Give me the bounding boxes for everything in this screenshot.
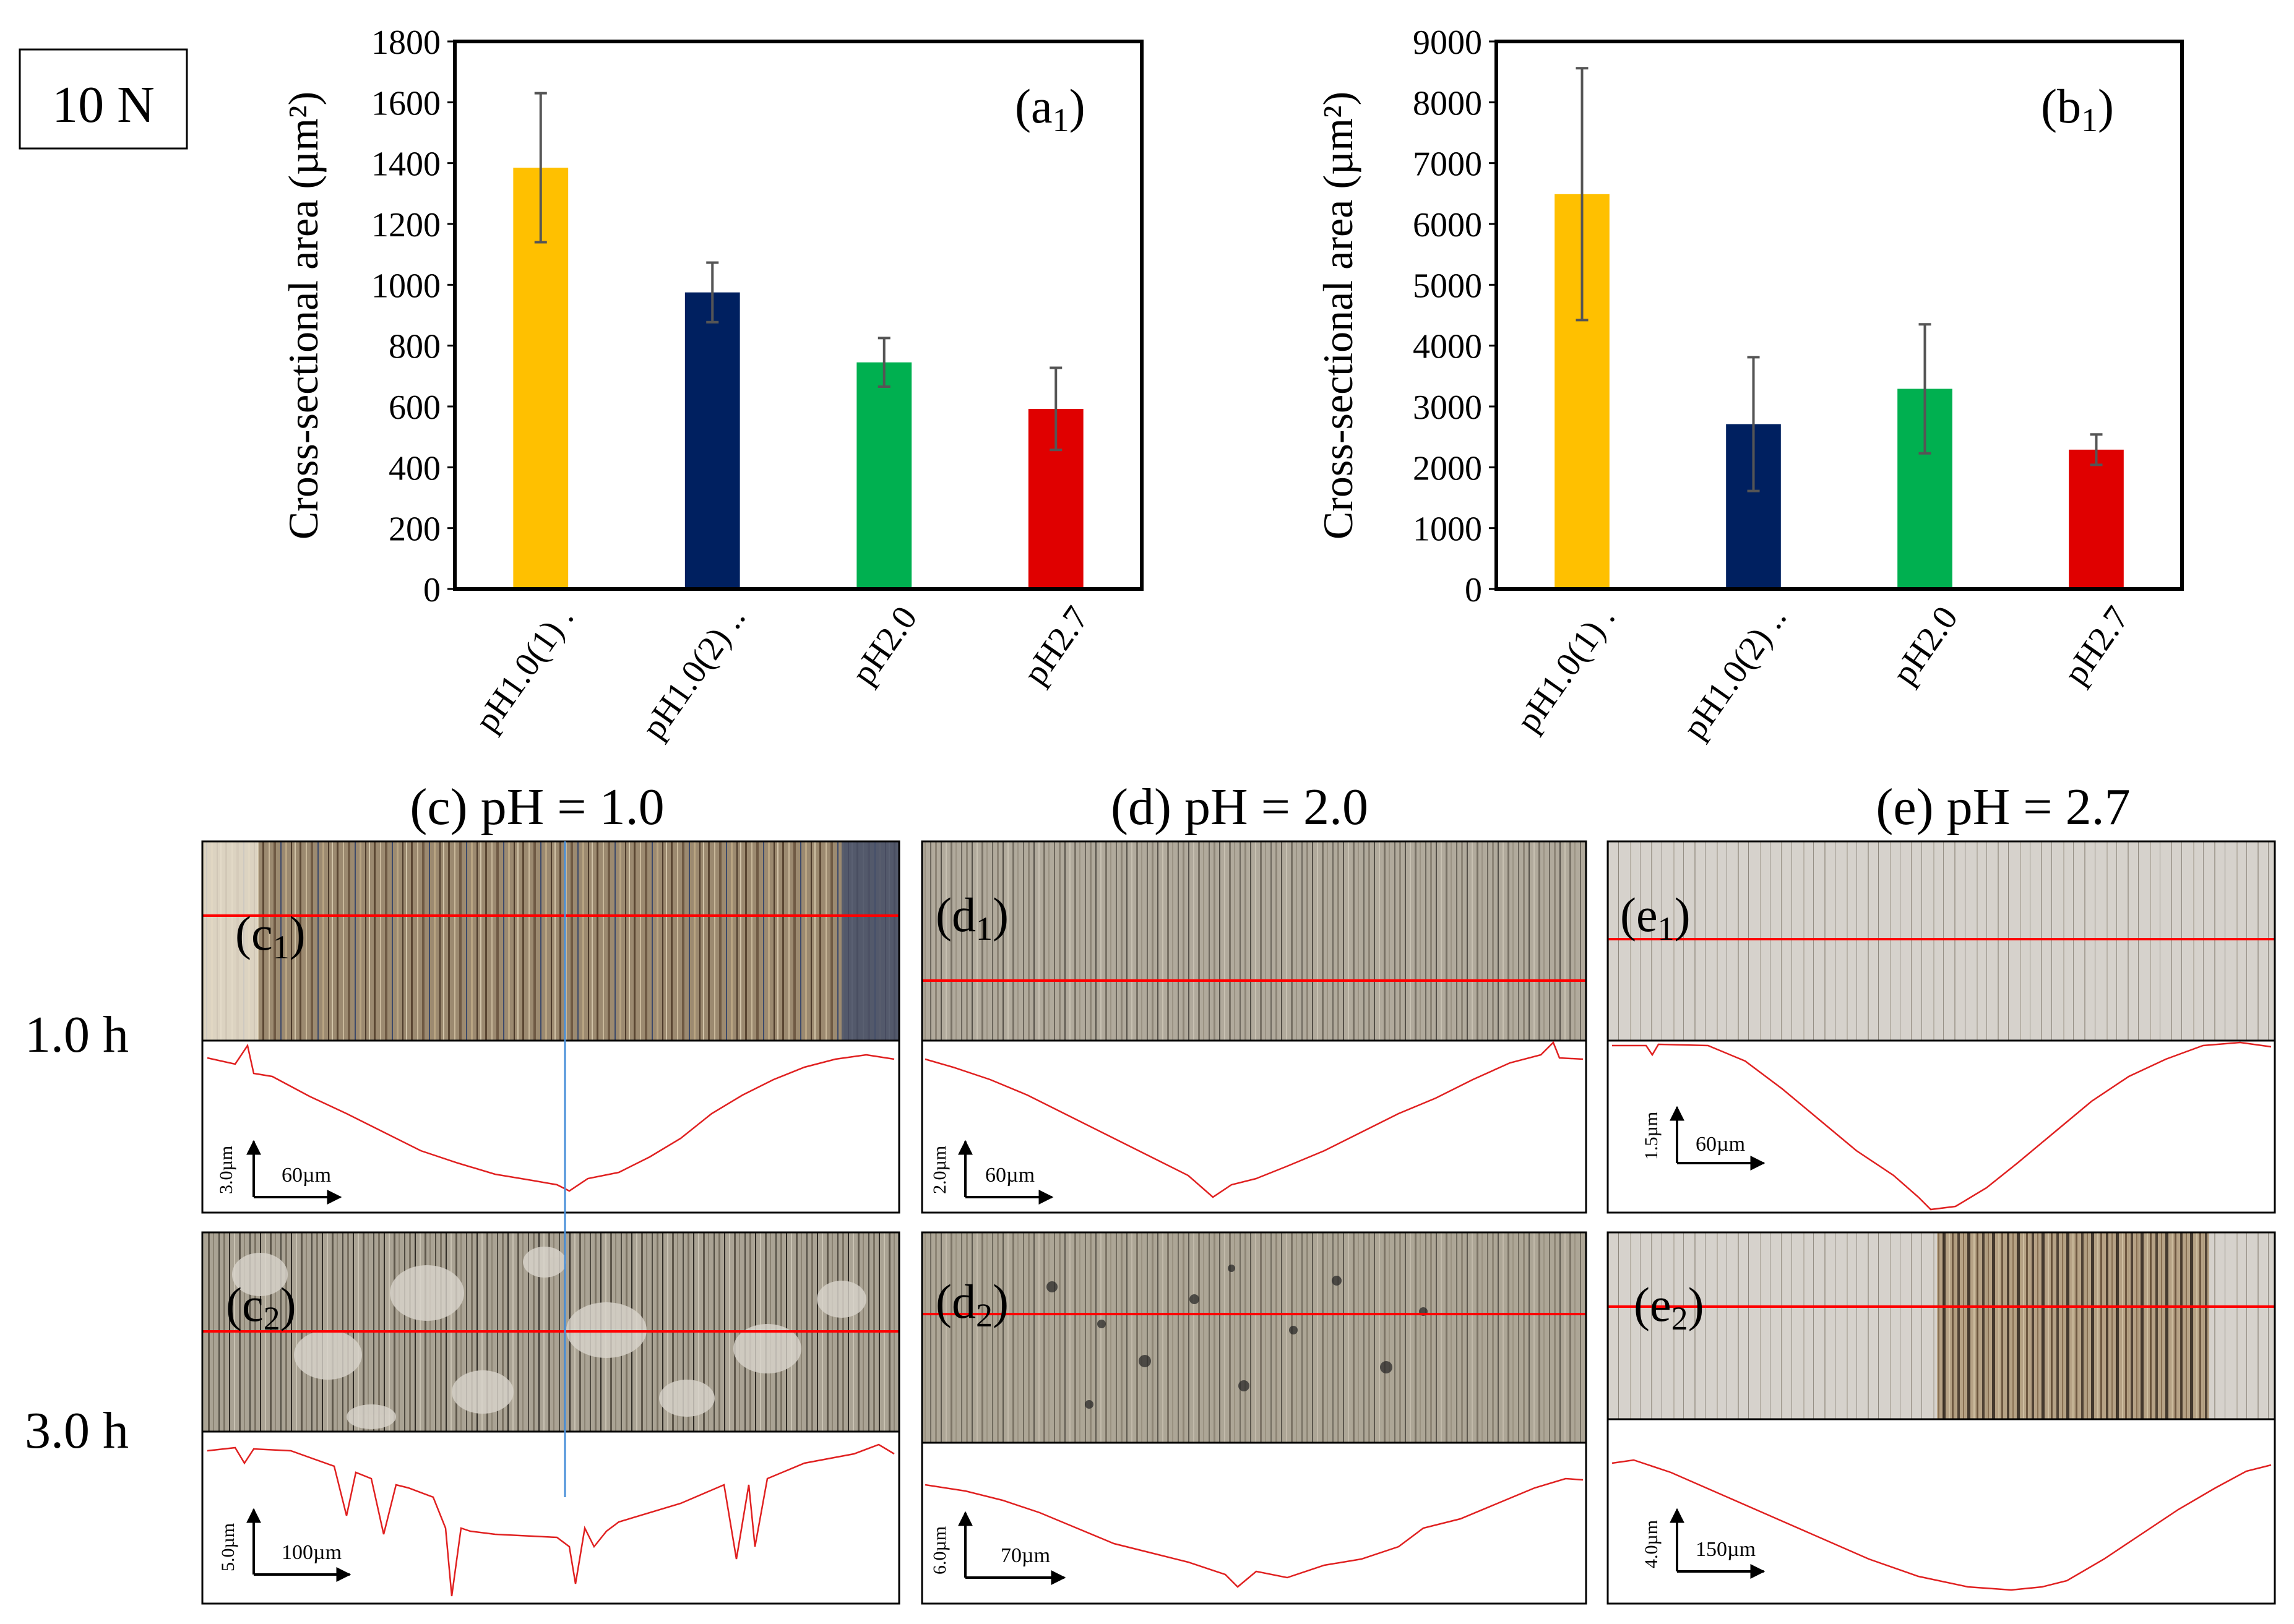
x-tick-label: pH1.0(1) . [1509,599,1623,739]
profile-box [921,1441,1587,1605]
vertical-scale: 1.5µm [1641,1112,1662,1160]
depth-profile [1612,1041,2272,1211]
y-tick-label: 4000 [1413,328,1482,366]
y-tick-label: 0 [423,571,441,609]
plot-frame [453,40,1144,591]
x-tick-label: pH2.7 [1016,599,1097,692]
y-tick-label: 400 [389,449,441,488]
micrograph-d2: (d2) 6.0µm 70µm [921,1231,1587,1605]
micrograph-image [1608,841,2275,1041]
row-label-1h: 1.0 h [25,1006,129,1063]
scale-bar: 2.0µm 60µm [929,1140,1054,1205]
panel-label: (e1) [1620,888,1691,947]
bar [2069,449,2124,587]
y-tick-label: 5000 [1413,267,1482,305]
y-tick-label: 1000 [371,267,441,305]
panel-label: (a1) [1015,79,1085,139]
y-tick-label: 600 [389,389,441,427]
bar [856,362,912,587]
horizontal-scale: 60µm [1696,1133,1745,1156]
row-label-3h: 3.0 h [25,1402,129,1459]
figure-label: 10 N [52,76,155,134]
x-tick-label: pH2.0 [844,599,925,692]
y-tick-label: 7000 [1413,145,1482,184]
profile-box [201,1039,900,1214]
y-tick-label: 1000 [1413,510,1482,549]
vertical-scale: 4.0µm [1641,1520,1662,1568]
micrograph-image [922,1232,1586,1443]
y-axis-label: Cross-sectional area (µm²) [1314,92,1361,539]
scale-bar: 1.5µm 60µm [1641,1106,1766,1171]
column-title-c: (c) pH = 1.0 [410,778,664,836]
chart-b1: Cross-sectional area (µm²) (b1) 0 1000 200… [1314,24,2184,746]
y-tick-label: 1400 [371,145,441,184]
y-tick-label: 6000 [1413,206,1482,244]
depth-profile [925,1477,1584,1588]
micrograph-c1: (c1) 3.0µm 60µm [201,840,900,1214]
y-tick-label: 1200 [371,206,441,244]
vertical-scale: 6.0µm [929,1526,950,1575]
micrograph-c2: (c2) 5.0µm 100µm [201,1231,900,1605]
y-tick-label: 800 [389,328,441,366]
depth-profile [207,1043,895,1192]
panel-label: (d1) [936,888,1009,947]
horizontal-scale: 70µm [1001,1544,1050,1567]
depth-profile [925,1041,1584,1198]
horizontal-scale: 60µm [985,1164,1035,1187]
y-tick-label: 3000 [1413,389,1482,427]
chart-a1: Cross-sectional area (µm²) (a1) 0 200 400 6… [280,24,1144,746]
depth-profile [1611,1459,2272,1591]
column-title-d: (d) pH = 2.0 [1111,778,1368,836]
figure-label-box: 10 N [19,48,188,150]
x-tick-label: pH2.0 [1885,599,1965,692]
bar [684,292,740,587]
micrograph-d1: (d1) 2.0µm 60µm [921,840,1587,1214]
micrograph-image [922,841,1586,1041]
profile-box [201,1430,900,1605]
depth-profile [207,1443,895,1597]
panel-label: (d2) [936,1274,1009,1334]
scale-bar: 4.0µm 150µm [1641,1508,1766,1579]
y-tick-label: 200 [389,510,441,549]
y-axis-label: Cross-sectional area (µm²) [280,92,327,539]
horizontal-scale: 150µm [1696,1538,1756,1561]
plot-frame [1494,40,2184,591]
horizontal-scale: 100µm [282,1541,342,1564]
vertical-scale: 2.0µm [929,1146,950,1194]
scale-bar: 3.0µm 60µm [216,1140,342,1205]
horizontal-scale: 60µm [282,1164,331,1187]
y-tick-label: 0 [1465,571,1482,609]
y-tick-label: 2000 [1413,449,1482,488]
profile-box [1606,1418,2276,1605]
profile-box [1606,1039,2276,1214]
x-tick-label: pH1.0(1) . [468,599,582,739]
panel-label: (b1) [2041,79,2114,139]
column-title-e: (e) pH = 2.7 [1876,778,2130,836]
micrograph-e2: (e2) 4.0µm 150µm [1606,1231,2276,1605]
x-tick-label: pH2.7 [2056,599,2137,692]
x-tick-label: pH1.0(2) .. [1675,599,1794,746]
profile-box [921,1039,1587,1214]
panel-label: (c2) [226,1278,296,1337]
vertical-scale: 3.0µm [216,1146,236,1194]
vertical-scale: 5.0µm [218,1523,238,1571]
micrograph-image [202,841,899,1041]
scale-bar: 6.0µm 70µm [929,1511,1066,1585]
y-tick-label: 1600 [371,84,441,122]
scale-bar: 5.0µm 100µm [218,1508,351,1582]
panel-label: (c1) [235,906,306,966]
micrograph-e1: (e1) 1.5µm 60µm [1606,840,2276,1214]
y-tick-label: 8000 [1413,84,1482,122]
y-tick-label: 1800 [371,24,441,62]
panel-label: (e2) [1634,1278,1704,1337]
x-tick-label: pH1.0(2) .. [634,599,753,746]
y-tick-label: 9000 [1413,24,1482,62]
